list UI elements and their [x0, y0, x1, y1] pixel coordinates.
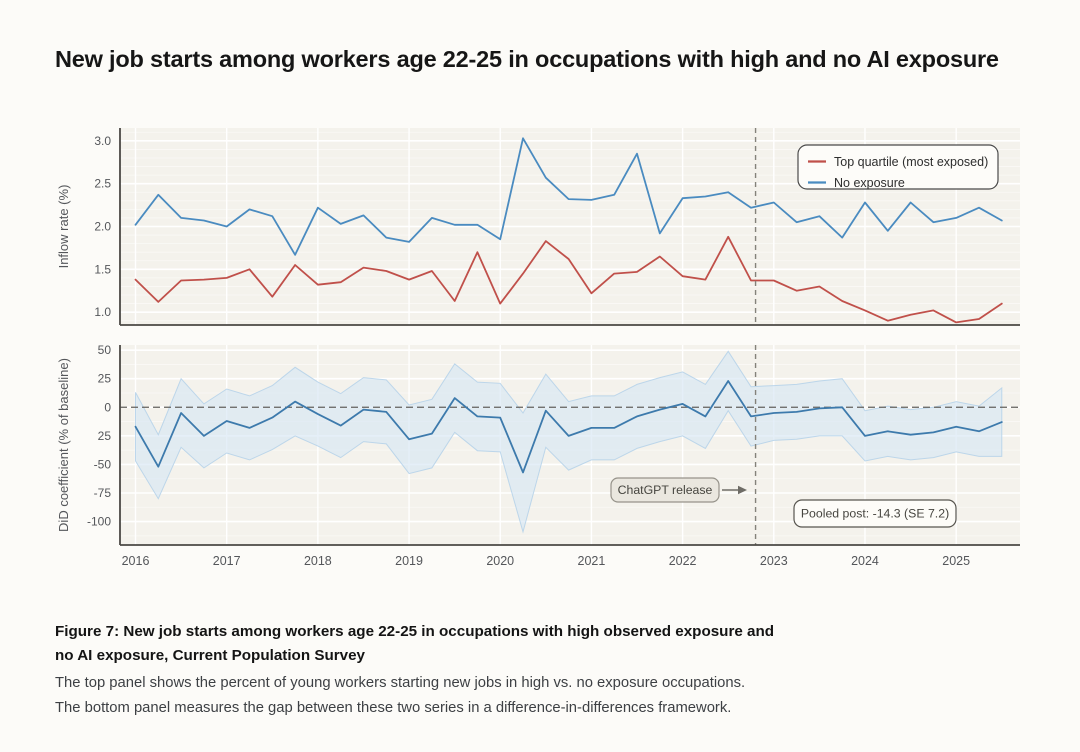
caption-body-line-1: The top panel shows the percent of young…	[55, 675, 746, 691]
figure-caption: Figure 7: New job starts among workers a…	[55, 620, 955, 721]
figure-chart: 3.0 2.5 2.0 1.5 1.0 50 25 0 25 -50 -75 -100 2016 2017…	[56, 128, 1020, 568]
pooled-post-box	[793, 499, 957, 528]
legend-label-top-quartile: Top quartile (most exposed)	[834, 155, 988, 169]
x-tick-label: 2020	[486, 554, 514, 568]
did-coefficient-line	[134, 380, 1003, 474]
top-y-tick-label: 1.0	[94, 305, 111, 319]
chatgpt-release-annotation: ChatGPT release	[610, 477, 747, 503]
bottom-y-tick-label: -75	[94, 486, 112, 500]
x-tick-label: 2019	[395, 554, 423, 568]
top-panel-y-axis-title: Inflow rate (%)	[56, 185, 71, 269]
page-title: New job starts among workers age 22-25 i…	[55, 46, 999, 72]
legend-label-no-exposure: No exposure	[834, 176, 905, 190]
x-tick-label: 2017	[213, 554, 241, 568]
x-tick-label: 2023	[760, 554, 788, 568]
bottom-y-tick-label: -100	[87, 515, 111, 529]
caption-heading-line-2: no AI exposure, Current Population Surve…	[55, 647, 365, 664]
caption-body-line-2: The bottom panel measures the gap betwee…	[55, 700, 732, 716]
top-y-tick-label: 2.5	[94, 177, 111, 191]
chatgpt-release-box	[610, 477, 720, 503]
did-series	[134, 380, 1003, 474]
caption-heading-line-1: Figure 7: New job starts among workers a…	[55, 623, 775, 640]
top-quartile-line	[134, 235, 1003, 324]
no-exposure-line	[134, 137, 1003, 256]
x-tick-label: 2024	[851, 554, 879, 568]
legend-box	[797, 144, 999, 190]
bottom-y-tick-label: -50	[94, 457, 112, 471]
axis-tick-labels: 3.0 2.5 2.0 1.5 1.0 50 25 0 25 -50 -75 -100 2016 2017…	[87, 134, 970, 568]
bottom-y-tick-label: 50	[98, 343, 112, 357]
legend: Top quartile (most exposed) No exposure	[797, 144, 999, 190]
top-y-tick-label: 2.0	[94, 220, 111, 234]
pooled-post-annotation: Pooled post: -14.3 (SE 7.2)	[793, 499, 957, 528]
x-tick-label: 2021	[578, 554, 606, 568]
pooled-post-label: Pooled post: -14.3 (SE 7.2)	[801, 507, 949, 521]
x-tick-label: 2018	[304, 554, 332, 568]
top-y-tick-label: 1.5	[94, 262, 111, 276]
bottom-y-tick-label: 25	[98, 429, 112, 443]
confidence-band	[135, 350, 1003, 534]
x-tick-label: 2025	[942, 554, 970, 568]
chatgpt-release-arrow-head	[738, 485, 747, 495]
x-tick-label: 2022	[669, 554, 697, 568]
bottom-y-tick-label: 0	[104, 400, 111, 414]
chatgpt-release-label: ChatGPT release	[618, 483, 713, 497]
top-y-tick-label: 3.0	[94, 134, 111, 148]
top-panel-series	[134, 137, 1003, 324]
bottom-y-tick-label: 25	[98, 372, 112, 386]
bottom-panel-y-axis-title: DiD coefficient (% of baseline)	[56, 358, 71, 532]
x-tick-label: 2016	[122, 554, 150, 568]
did-confidence-band	[135, 350, 1003, 534]
